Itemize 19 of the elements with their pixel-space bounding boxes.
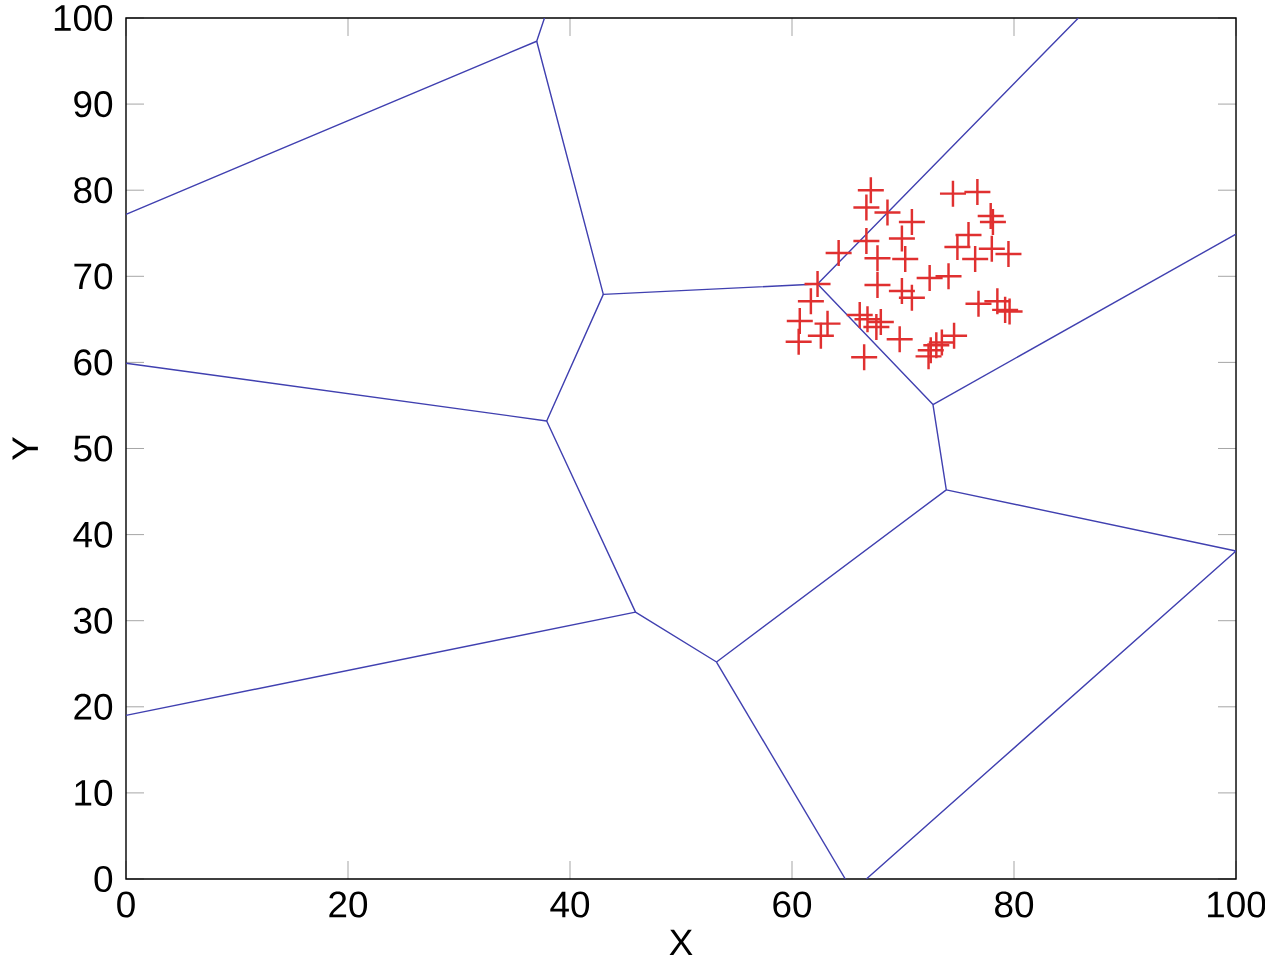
- y-tick-label: 90: [74, 91, 113, 118]
- y-tick-label: 100: [54, 4, 113, 32]
- y-tick-label: 0: [94, 865, 113, 893]
- y-axis-title: Y: [12, 436, 38, 460]
- y-tick-label: 60: [74, 349, 113, 376]
- x-tick-label: 60: [773, 891, 812, 918]
- y-tick-label: 50: [74, 435, 113, 462]
- y-tick-label: 70: [74, 263, 113, 290]
- y-tick-label: 20: [74, 693, 113, 720]
- x-tick-label: 80: [995, 891, 1034, 918]
- x-tick-label: 20: [329, 891, 368, 918]
- x-tick-label: 0: [117, 891, 135, 918]
- y-tick-label: 80: [74, 177, 113, 204]
- y-tick-label: 40: [73, 521, 113, 548]
- x-axis-title: X: [669, 929, 693, 956]
- x-tick-label: 40: [550, 891, 590, 918]
- y-tick-label: 10: [75, 779, 113, 806]
- y-tick-label: 30: [73, 607, 113, 634]
- x-tick-label: 100: [1208, 891, 1265, 918]
